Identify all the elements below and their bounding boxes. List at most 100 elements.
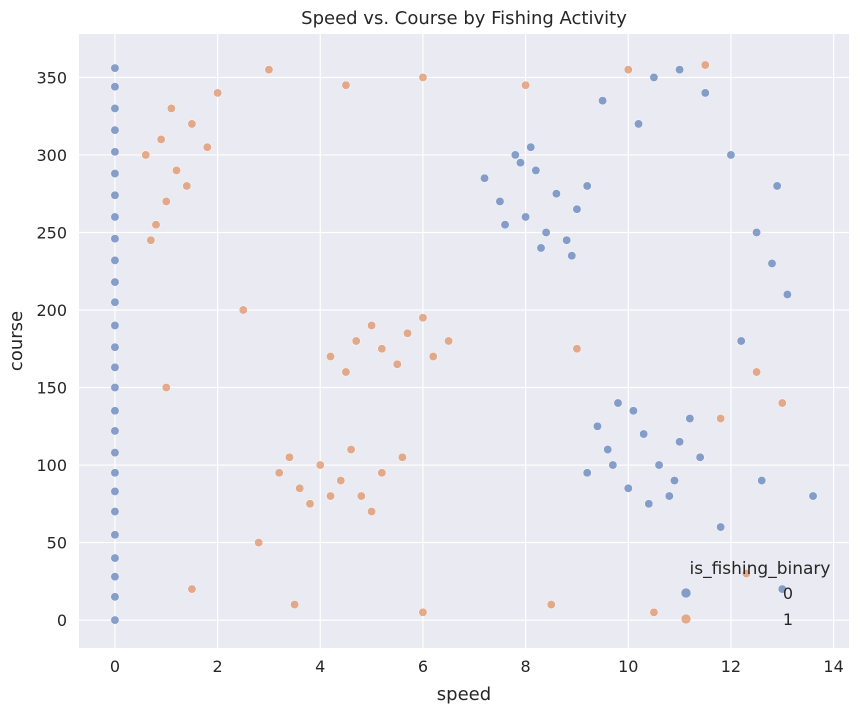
data-point — [110, 426, 120, 436]
data-point — [367, 321, 377, 330]
y-tick-label: 350 — [36, 68, 67, 87]
data-point — [716, 522, 726, 532]
data-point — [623, 483, 633, 493]
data-point — [418, 607, 428, 617]
y-tick-label: 150 — [36, 379, 67, 398]
data-point — [551, 189, 561, 199]
data-point — [110, 362, 120, 372]
data-point — [700, 88, 710, 98]
data-point — [582, 181, 592, 191]
data-point — [146, 235, 156, 245]
x-tick-label: 4 — [315, 657, 325, 676]
data-point — [716, 414, 726, 423]
data-point — [480, 173, 489, 183]
data-point — [110, 190, 120, 200]
data-point — [110, 277, 120, 287]
data-point — [110, 530, 120, 540]
data-point — [736, 336, 746, 346]
data-point — [166, 103, 176, 113]
x-axis-label: speed — [437, 684, 491, 705]
data-point — [254, 538, 264, 548]
data-point — [572, 204, 582, 214]
data-point — [110, 234, 120, 244]
data-point — [264, 65, 274, 75]
data-point — [726, 150, 736, 160]
data-point — [608, 460, 618, 470]
data-point — [110, 507, 120, 517]
data-point — [161, 383, 171, 392]
data-point — [649, 607, 659, 617]
data-point — [290, 600, 300, 610]
x-tick-label: 2 — [213, 657, 223, 676]
data-point — [649, 72, 659, 82]
data-point — [351, 336, 361, 346]
data-point — [521, 80, 531, 90]
data-point — [670, 476, 679, 485]
data-point — [403, 328, 412, 338]
data-point — [598, 96, 608, 106]
data-point — [603, 445, 613, 454]
data-point — [418, 313, 428, 323]
data-point — [654, 460, 664, 470]
data-point — [428, 352, 438, 361]
data-point — [110, 297, 120, 307]
y-tick-label: 0 — [57, 611, 67, 630]
data-point — [644, 499, 654, 509]
data-point — [741, 569, 751, 579]
series-1-points — [141, 60, 787, 617]
data-point — [377, 468, 387, 478]
series-0-points — [110, 63, 818, 625]
data-point — [685, 414, 695, 423]
data-point — [777, 398, 787, 408]
x-tick-label: 6 — [418, 657, 428, 676]
data-point — [110, 615, 120, 625]
legend-marker-0 — [680, 587, 692, 599]
data-point — [187, 119, 197, 129]
grid-lines — [79, 34, 849, 648]
legend-title: is_fishing_binary — [690, 559, 831, 579]
data-point — [664, 491, 674, 501]
data-point — [110, 448, 120, 458]
data-point — [500, 220, 510, 230]
data-point — [495, 197, 505, 206]
data-point — [141, 150, 151, 160]
data-point — [521, 212, 531, 222]
data-point — [346, 445, 356, 454]
data-point — [202, 142, 212, 152]
data-point — [639, 429, 649, 439]
data-point — [110, 82, 120, 92]
legend-marker-1 — [680, 613, 692, 625]
y-tick-label: 250 — [36, 223, 67, 242]
data-point — [536, 243, 546, 253]
data-point — [541, 228, 551, 237]
y-tick-label: 200 — [36, 301, 67, 320]
data-point — [782, 290, 792, 299]
data-point — [526, 142, 536, 152]
legend: is_fishing_binary 0 1 — [680, 559, 831, 629]
data-point — [341, 367, 351, 377]
data-point — [772, 181, 782, 191]
data-point — [623, 65, 633, 75]
x-tick-labels: 0 2 4 6 8 10 12 14 — [110, 657, 844, 676]
data-point — [274, 468, 284, 478]
data-point — [110, 553, 120, 563]
y-tick-labels: 0 50 100 150 200 250 300 350 — [36, 68, 67, 630]
data-point — [110, 169, 120, 178]
data-point — [182, 181, 192, 191]
data-point — [808, 491, 818, 501]
data-point — [777, 584, 787, 594]
data-point — [516, 158, 525, 168]
data-point — [572, 344, 582, 354]
data-point — [613, 398, 623, 408]
data-point — [110, 255, 120, 265]
data-point — [634, 119, 643, 129]
data-point — [110, 572, 120, 582]
x-tick-label: 0 — [110, 657, 120, 676]
data-point — [305, 499, 315, 509]
data-point — [172, 165, 181, 175]
data-point — [675, 437, 685, 447]
data-point — [757, 476, 767, 485]
data-point — [110, 321, 120, 330]
